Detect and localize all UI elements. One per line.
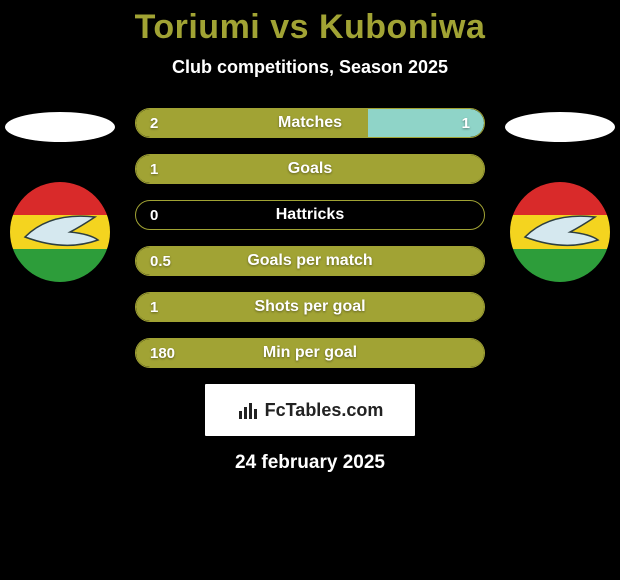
- player-left-crest: [10, 182, 110, 282]
- stat-bar-goals-per-match: 0.5Goals per match: [135, 246, 485, 276]
- bar-label: Shots per goal: [136, 298, 484, 316]
- subtitle: Club competitions, Season 2025: [0, 57, 620, 78]
- main-area: 21Matches 1Goals 0Hattricks 0.5Goals per ma…: [0, 108, 620, 474]
- player-right-ellipse: [505, 112, 615, 142]
- branding-text: FcTables.com: [265, 400, 384, 421]
- stat-bar-hattricks: 0Hattricks: [135, 200, 485, 230]
- bar-label: Goals: [136, 160, 484, 178]
- stat-bars: 21Matches 1Goals 0Hattricks 0.5Goals per ma…: [135, 108, 485, 368]
- bar-label: Goals per match: [136, 252, 484, 270]
- stat-bar-shots-per-goal: 1Shots per goal: [135, 292, 485, 322]
- bar-label: Min per goal: [136, 344, 484, 362]
- stat-bar-matches: 21Matches: [135, 108, 485, 138]
- player-right-crest: [510, 182, 610, 282]
- page-title: Toriumi vs Kuboniwa: [0, 0, 620, 47]
- stat-bar-min-per-goal: 180Min per goal: [135, 338, 485, 368]
- date-text: 24 february 2025: [0, 452, 620, 474]
- branding-badge: FcTables.com: [205, 384, 415, 436]
- stat-bar-goals: 1Goals: [135, 154, 485, 184]
- bar-label: Hattricks: [136, 206, 484, 224]
- bar-label: Matches: [136, 114, 484, 132]
- player-right-column: [500, 108, 620, 282]
- player-left-column: [0, 108, 120, 282]
- player-left-ellipse: [5, 112, 115, 142]
- comparison-infographic: Toriumi vs Kuboniwa Club competitions, S…: [0, 0, 620, 580]
- bar-chart-icon: [237, 399, 259, 421]
